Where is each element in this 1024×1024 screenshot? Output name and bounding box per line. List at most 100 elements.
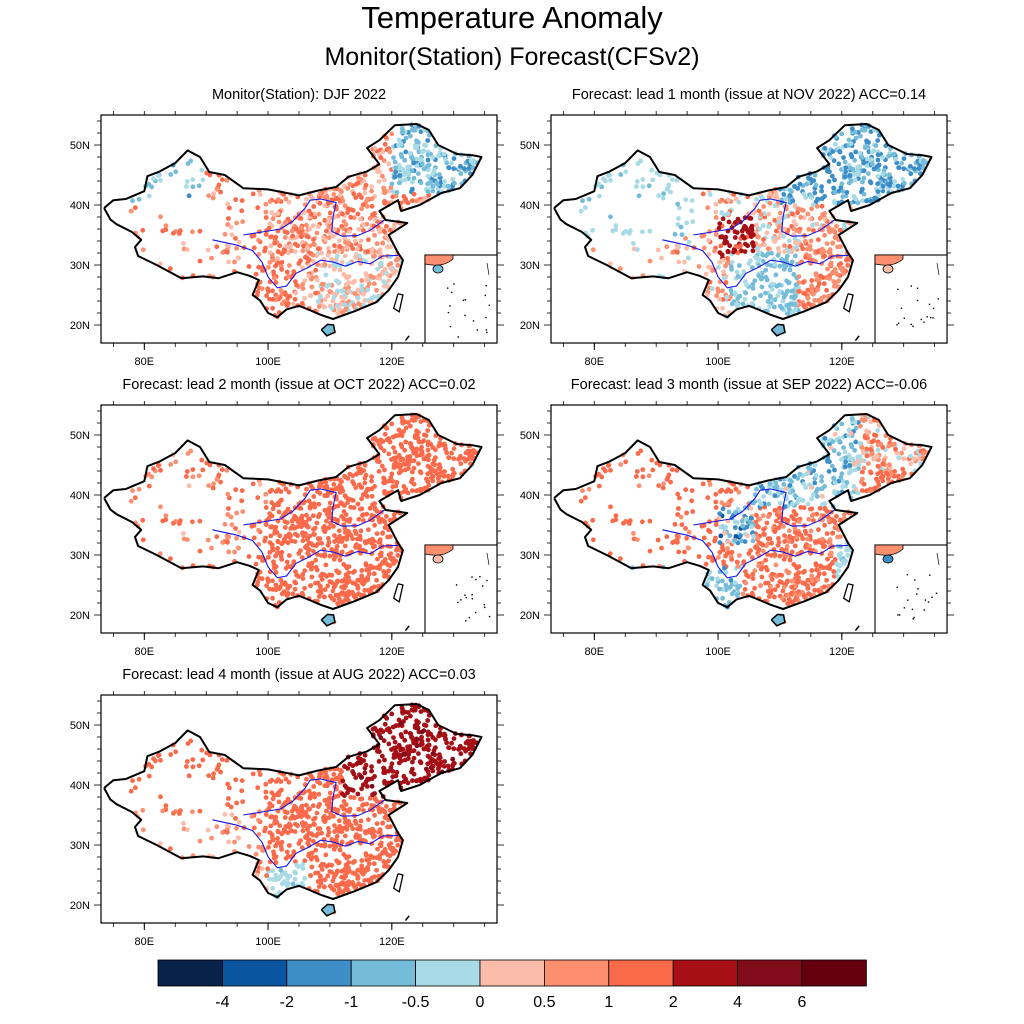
station-point xyxy=(861,191,867,197)
station-point xyxy=(422,707,427,713)
station-point xyxy=(712,557,717,563)
station-point xyxy=(785,601,790,606)
station-point xyxy=(239,788,245,794)
station-point xyxy=(313,847,319,853)
station-point xyxy=(344,518,350,523)
station-point xyxy=(457,166,462,171)
station-point xyxy=(332,872,338,877)
station-point xyxy=(759,541,764,547)
station-point xyxy=(442,733,448,738)
station-point xyxy=(729,267,734,272)
station-point xyxy=(716,264,721,270)
station-point xyxy=(357,461,363,466)
station-point xyxy=(786,592,791,598)
station-point xyxy=(255,571,261,577)
station-point xyxy=(275,777,281,783)
station-point xyxy=(756,306,762,311)
station-point xyxy=(795,290,800,295)
station-point xyxy=(315,842,320,847)
station-point xyxy=(882,462,888,468)
station-point xyxy=(136,776,142,782)
station-point xyxy=(315,251,321,256)
station-point xyxy=(391,172,397,178)
station-point xyxy=(398,780,403,786)
station-point xyxy=(719,524,725,529)
station-point xyxy=(343,274,349,279)
station-point xyxy=(350,208,356,213)
station-point xyxy=(722,236,728,242)
station-point xyxy=(821,165,827,171)
y-tick-label: 40N xyxy=(70,780,90,792)
station-point xyxy=(869,154,874,160)
station-point xyxy=(383,280,389,286)
station-point xyxy=(365,249,370,255)
station-point xyxy=(815,285,821,290)
station-point xyxy=(367,880,373,886)
station-point xyxy=(358,485,364,490)
station-point xyxy=(321,304,327,310)
station-point xyxy=(826,583,831,589)
station-point xyxy=(309,541,314,547)
station-point xyxy=(668,189,673,195)
station-point xyxy=(255,495,261,501)
station-point xyxy=(416,704,422,710)
station-point xyxy=(287,293,293,299)
station-point xyxy=(269,500,275,506)
station-point xyxy=(304,222,309,228)
station-point xyxy=(765,246,771,252)
station-point xyxy=(435,761,441,767)
station-point xyxy=(251,245,257,251)
station-point xyxy=(380,292,386,297)
station-point xyxy=(398,167,403,173)
station-point xyxy=(416,720,421,725)
station-point xyxy=(811,287,817,292)
station-point xyxy=(356,465,361,471)
station-point xyxy=(307,516,312,522)
station-point xyxy=(761,494,767,499)
station-point xyxy=(376,293,381,299)
station-point xyxy=(666,182,672,188)
station-point xyxy=(369,830,374,836)
station-point xyxy=(713,491,719,497)
station-point xyxy=(782,260,788,266)
station-point xyxy=(324,485,330,491)
station-point xyxy=(253,561,259,567)
station-point xyxy=(852,157,858,163)
station-point xyxy=(306,208,312,214)
station-point xyxy=(784,246,790,252)
station-point xyxy=(385,543,391,549)
station-point xyxy=(426,482,432,488)
station-point xyxy=(386,200,391,206)
station-point xyxy=(157,261,163,267)
station-point xyxy=(657,273,662,279)
station-point xyxy=(718,234,723,240)
station-point xyxy=(283,800,289,806)
station-point xyxy=(224,243,230,249)
station-point xyxy=(785,517,791,523)
station-point xyxy=(405,744,410,750)
station-point xyxy=(772,485,777,490)
station-point xyxy=(783,547,789,553)
station-point xyxy=(381,859,387,864)
station-point xyxy=(300,530,306,536)
station-point xyxy=(852,129,858,135)
station-point xyxy=(723,587,729,593)
station-point xyxy=(331,909,337,915)
station-point xyxy=(848,141,854,146)
station-point xyxy=(289,274,294,280)
station-point xyxy=(832,190,838,196)
station-point xyxy=(750,538,756,544)
station-point xyxy=(177,811,182,816)
station-point xyxy=(331,887,337,893)
station-point xyxy=(180,275,186,281)
station-point xyxy=(306,271,312,277)
station-point xyxy=(788,591,793,597)
station-point xyxy=(306,273,311,279)
station-point xyxy=(854,460,859,466)
station-point xyxy=(774,483,780,489)
station-point xyxy=(864,198,869,204)
station-point xyxy=(843,169,849,175)
station-point xyxy=(327,221,333,226)
station-point xyxy=(709,576,715,582)
station-point xyxy=(267,296,272,302)
